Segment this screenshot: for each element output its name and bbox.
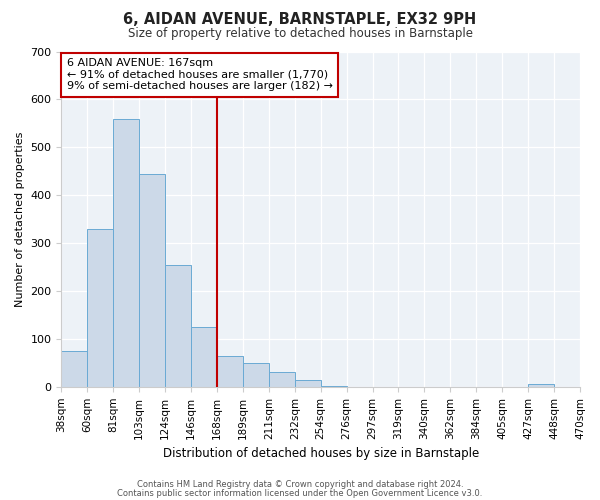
Bar	[61, 351, 88, 387]
Text: 6, AIDAN AVENUE, BARNSTAPLE, EX32 9PH: 6, AIDAN AVENUE, BARNSTAPLE, EX32 9PH	[124, 12, 476, 28]
Bar	[113, 118, 139, 387]
Y-axis label: Number of detached properties: Number of detached properties	[15, 132, 25, 307]
Bar	[217, 356, 243, 387]
Text: Size of property relative to detached houses in Barnstaple: Size of property relative to detached ho…	[128, 28, 473, 40]
Bar	[321, 386, 347, 387]
Bar	[269, 372, 295, 387]
Text: Contains HM Land Registry data © Crown copyright and database right 2024.: Contains HM Land Registry data © Crown c…	[137, 480, 463, 489]
Text: Contains public sector information licensed under the Open Government Licence v3: Contains public sector information licen…	[118, 489, 482, 498]
Bar	[191, 327, 217, 387]
Bar	[88, 228, 113, 387]
Text: 6 AIDAN AVENUE: 167sqm
← 91% of detached houses are smaller (1,770)
9% of semi-d: 6 AIDAN AVENUE: 167sqm ← 91% of detached…	[67, 58, 332, 92]
Bar	[165, 264, 191, 387]
Bar	[295, 380, 321, 387]
Bar	[139, 174, 165, 387]
Bar	[243, 363, 269, 387]
Bar	[528, 384, 554, 387]
X-axis label: Distribution of detached houses by size in Barnstaple: Distribution of detached houses by size …	[163, 447, 479, 460]
